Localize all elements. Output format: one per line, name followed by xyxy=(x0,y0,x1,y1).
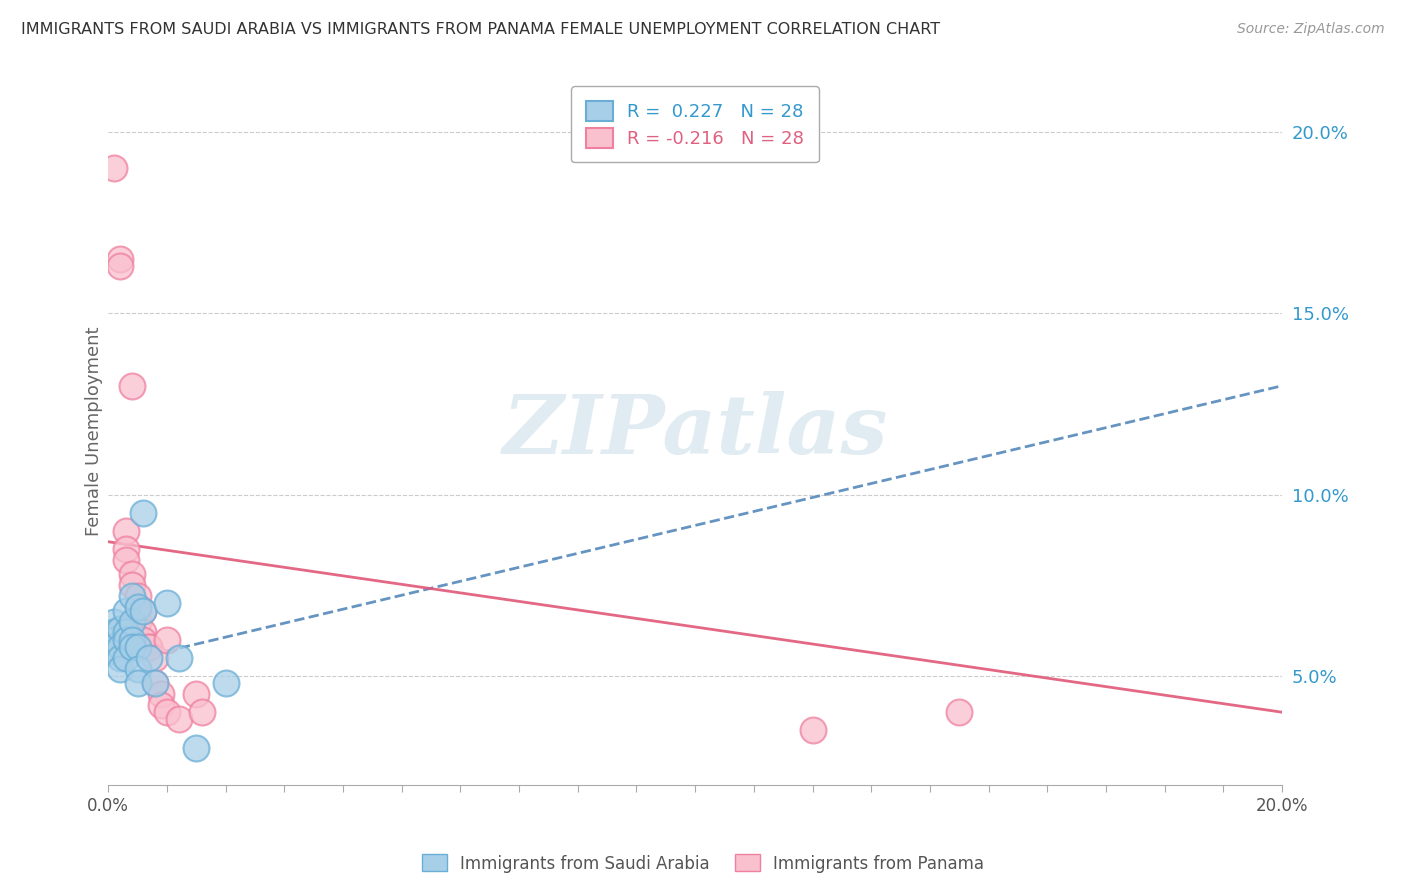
Point xyxy=(948,705,970,719)
Point xyxy=(143,676,166,690)
Point xyxy=(108,662,131,676)
Point xyxy=(121,632,143,647)
Point xyxy=(138,650,160,665)
Point xyxy=(121,589,143,603)
Point xyxy=(132,506,155,520)
Point xyxy=(191,705,214,719)
Point xyxy=(132,604,155,618)
Legend: Immigrants from Saudi Arabia, Immigrants from Panama: Immigrants from Saudi Arabia, Immigrants… xyxy=(415,847,991,880)
Point xyxy=(108,650,131,665)
Text: Source: ZipAtlas.com: Source: ZipAtlas.com xyxy=(1237,22,1385,37)
Point xyxy=(143,650,166,665)
Point xyxy=(143,676,166,690)
Point xyxy=(108,259,131,273)
Point xyxy=(103,625,125,640)
Y-axis label: Female Unemployment: Female Unemployment xyxy=(86,326,103,536)
Point xyxy=(138,640,160,654)
Text: IMMIGRANTS FROM SAUDI ARABIA VS IMMIGRANTS FROM PANAMA FEMALE UNEMPLOYMENT CORRE: IMMIGRANTS FROM SAUDI ARABIA VS IMMIGRAN… xyxy=(21,22,941,37)
Point xyxy=(186,687,208,701)
Point xyxy=(167,650,190,665)
Point xyxy=(801,723,824,738)
Point xyxy=(114,632,136,647)
Point xyxy=(150,698,173,712)
Point xyxy=(121,567,143,582)
Point xyxy=(138,640,160,654)
Legend: R =  0.227   N = 28, R = -0.216   N = 28: R = 0.227 N = 28, R = -0.216 N = 28 xyxy=(571,87,818,162)
Point xyxy=(114,604,136,618)
Point xyxy=(167,713,190,727)
Point xyxy=(132,604,155,618)
Point xyxy=(186,741,208,756)
Point xyxy=(127,662,149,676)
Point xyxy=(114,625,136,640)
Point xyxy=(127,600,149,615)
Point xyxy=(121,640,143,654)
Point xyxy=(121,615,143,629)
Point xyxy=(108,640,131,654)
Point xyxy=(103,615,125,629)
Point xyxy=(114,541,136,556)
Point xyxy=(114,524,136,538)
Point xyxy=(127,604,149,618)
Point xyxy=(127,640,149,654)
Point xyxy=(127,589,149,603)
Point xyxy=(127,615,149,629)
Text: ZIPatlas: ZIPatlas xyxy=(502,391,889,471)
Point xyxy=(103,632,125,647)
Point xyxy=(121,378,143,392)
Point xyxy=(103,640,125,654)
Point xyxy=(214,676,236,690)
Point xyxy=(114,650,136,665)
Point xyxy=(156,596,179,610)
Point xyxy=(121,578,143,592)
Point xyxy=(150,687,173,701)
Point xyxy=(132,632,155,647)
Point xyxy=(132,625,155,640)
Point xyxy=(108,622,131,636)
Point xyxy=(127,676,149,690)
Point xyxy=(103,161,125,175)
Point xyxy=(156,705,179,719)
Point xyxy=(114,553,136,567)
Point xyxy=(156,632,179,647)
Point xyxy=(108,252,131,266)
